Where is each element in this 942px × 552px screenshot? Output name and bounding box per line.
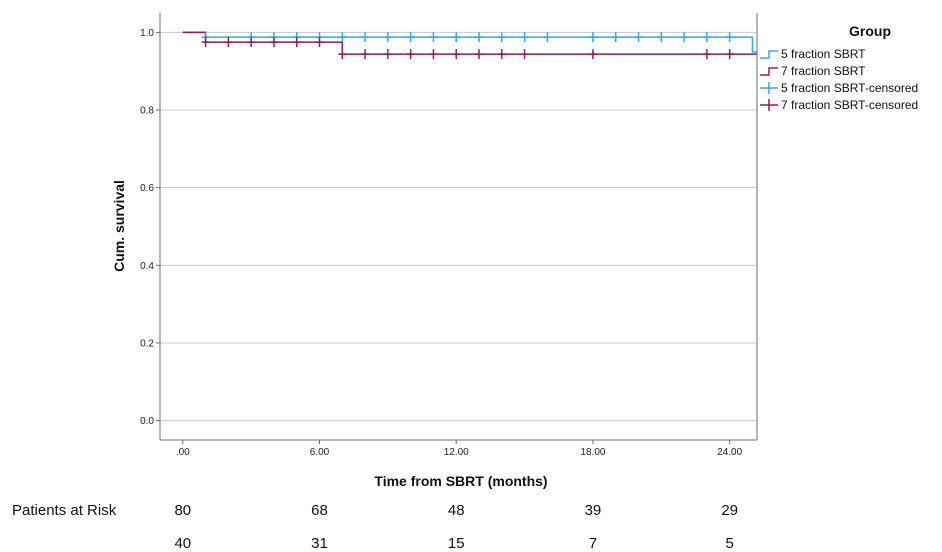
censor-mark	[702, 49, 711, 60]
legend-line-symbol	[760, 67, 778, 76]
x-tick-label: 18.00	[580, 447, 605, 458]
censor-mark	[475, 32, 484, 43]
risk-count: 15	[447, 535, 465, 552]
censor-marks	[201, 32, 734, 60]
survival-curve-2	[182, 31, 757, 55]
survival-curves	[182, 31, 757, 55]
censor-mark	[497, 32, 506, 43]
censor-mark	[680, 32, 689, 43]
plot-frame	[159, 13, 758, 441]
y-tick-label: 1.0	[140, 28, 154, 39]
censor-mark	[588, 49, 597, 60]
y-axis-title: Cum. survival	[111, 180, 127, 272]
censor-mark	[224, 37, 233, 48]
x-tick-label: .00	[176, 447, 190, 458]
risk-count: 29	[721, 502, 738, 519]
legend-entry-label: 7 fraction SBRT	[781, 64, 866, 78]
censor-mark	[361, 49, 370, 60]
gridlines	[160, 31, 757, 422]
censor-mark	[315, 37, 324, 48]
censor-mark	[452, 32, 461, 43]
censor-mark	[657, 32, 666, 43]
censor-mark	[611, 32, 620, 43]
censor-mark	[201, 37, 210, 48]
x-axis-ticks: .00 6.00 12.00 18.00 24.00	[176, 440, 743, 458]
censor-mark	[361, 32, 370, 43]
y-tick-label: 0.2	[140, 338, 154, 349]
y-tick-label: 0.0	[140, 416, 154, 427]
censor-mark	[247, 37, 256, 48]
risk-table-title: Patients at Risk	[12, 502, 117, 519]
censor-mark	[383, 49, 392, 60]
censor-mark	[520, 49, 529, 60]
x-tick-label: 6.00	[310, 447, 330, 458]
censor-mark	[452, 49, 461, 60]
censor-mark	[429, 32, 438, 43]
risk-count: 39	[584, 502, 602, 519]
censor-mark	[429, 49, 438, 60]
risk-count: 40	[174, 535, 192, 552]
y-tick-label: 0.4	[140, 261, 154, 272]
censor-mark	[543, 32, 552, 43]
censor-mark	[383, 32, 392, 43]
censor-mark	[406, 49, 415, 60]
legend-title: Group	[849, 23, 891, 39]
x-tick-label: 24.00	[717, 447, 742, 458]
risk-count: 48	[447, 502, 465, 519]
censor-mark	[725, 49, 734, 60]
legend: Group 5 fraction SBRT 7 fraction SBRT 5 fr…	[760, 23, 918, 112]
censor-mark	[702, 32, 711, 43]
censor-mark	[497, 49, 506, 60]
censor-mark	[475, 49, 484, 60]
censor-mark	[520, 32, 529, 43]
censor-mark	[292, 37, 301, 48]
censor-mark	[269, 37, 278, 48]
censor-mark	[338, 32, 347, 43]
risk-count: 80	[174, 502, 192, 519]
legend-entry-label: 5 fraction SBRT	[781, 47, 866, 61]
censor-mark	[634, 32, 643, 43]
x-axis-title: Time from SBRT (months)	[374, 473, 547, 489]
risk-count: 5	[725, 535, 734, 552]
y-tick-label: 0.6	[140, 183, 154, 194]
legend-censor-symbol	[760, 82, 778, 94]
y-tick-label: 0.8	[140, 106, 154, 117]
x-tick-label: 12.00	[444, 447, 469, 458]
legend-line-symbol	[760, 50, 778, 59]
censor-mark	[588, 32, 597, 43]
risk-count: 31	[311, 535, 328, 552]
legend-entry-label: 5 fraction SBRT-censored	[781, 81, 918, 95]
risk-count: 7	[588, 535, 598, 552]
censor-mark	[338, 49, 347, 60]
legend-entry-label: 7 fraction SBRT-censored	[781, 98, 918, 112]
legend-censor-symbol	[760, 99, 778, 111]
y-axis-ticks: 0.0 0.2 0.4 0.6 0.8 1.0	[140, 28, 160, 427]
censor-mark	[406, 32, 415, 43]
censor-mark	[725, 32, 734, 43]
risk-count: 68	[311, 502, 328, 519]
